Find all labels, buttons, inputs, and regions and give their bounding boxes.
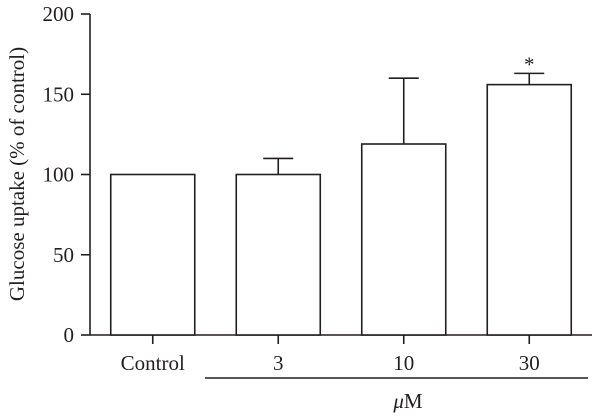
- bar: [235, 173, 322, 336]
- y-axis-label: Glucose uptake (% of control): [5, 47, 29, 301]
- group-label: μM: [392, 389, 423, 413]
- y-tick-label: 100: [43, 163, 75, 187]
- significance-marker: *: [524, 52, 535, 76]
- x-tick-label: 30: [519, 351, 540, 375]
- bar: [486, 83, 573, 336]
- y-tick-label: 50: [53, 243, 74, 267]
- plot-area: 0 50 100 150 200 Control 3 10 30 *: [43, 2, 592, 375]
- x-tick-label: 3: [273, 351, 284, 375]
- bar: [109, 173, 196, 336]
- y-tick-label: 0: [64, 323, 75, 347]
- bar: [360, 143, 447, 336]
- x-tick-label: 10: [393, 351, 414, 375]
- y-tick-label: 200: [43, 2, 75, 26]
- x-tick-label: Control: [121, 351, 185, 375]
- y-tick-label: 150: [43, 82, 75, 106]
